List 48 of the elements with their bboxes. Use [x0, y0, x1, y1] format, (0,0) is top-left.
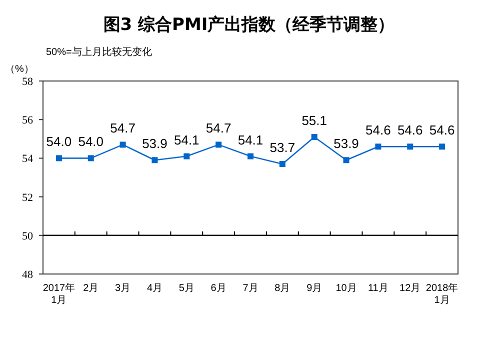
point [343, 157, 350, 164]
point [248, 153, 254, 160]
x-tick-label: 2018年 1月 [426, 282, 458, 306]
data-label: 54.6 [429, 122, 455, 138]
x-tick-label: 6月 [210, 283, 226, 294]
point [375, 144, 382, 150]
point [56, 155, 62, 162]
data-label: 53.9 [142, 136, 168, 152]
data-label: 54.0 [46, 134, 72, 150]
data-label: 54.1 [174, 132, 200, 148]
data-label: 54.6 [397, 122, 423, 138]
point [216, 142, 222, 148]
point [407, 144, 414, 150]
point [279, 160, 286, 167]
x-tick-label: 8月 [274, 283, 290, 294]
data-label: 54.7 [110, 120, 136, 136]
data-label: 54.1 [238, 132, 264, 148]
y-tick-label: 52 [22, 192, 33, 204]
data-label: 53.9 [334, 136, 359, 152]
point [184, 153, 190, 160]
x-tick-label: 10月 [336, 283, 357, 294]
chart-title: 图3 综合PMI产出指数（经季节调整） [103, 15, 395, 35]
x-tick-label: 5月 [178, 283, 194, 294]
x-tick-label: 11月 [368, 283, 388, 294]
x-tick-label: 9月 [306, 283, 322, 294]
data-label: 54.0 [78, 134, 104, 150]
y-tick-label: 50 [22, 230, 34, 242]
y-tick-label: 58 [22, 76, 34, 88]
point [311, 134, 318, 140]
x-tick-label: 2月 [83, 283, 99, 294]
y-tick-label: 54 [22, 153, 34, 166]
x-tick-label: 3月 [115, 283, 131, 294]
x-tick-label: 4月 [146, 283, 163, 294]
y-axis-title: （%） [5, 64, 34, 75]
x-tick-label: 2017年 1月 [42, 282, 76, 306]
data-label: 55.1 [302, 112, 327, 128]
data-label: 53.7 [270, 140, 296, 155]
point [88, 155, 94, 162]
point [120, 142, 126, 148]
x-tick-label: 12月 [400, 283, 421, 294]
point [439, 144, 446, 150]
data-label: 54.7 [206, 120, 232, 136]
y-tick-label: 48 [22, 269, 34, 281]
x-tick-label: 7月 [242, 283, 258, 294]
point [152, 157, 158, 164]
y-tick-label: 56 [22, 114, 34, 127]
text: 50%=与上月比较无变化 [46, 46, 152, 58]
data-label: 54.6 [366, 122, 391, 138]
